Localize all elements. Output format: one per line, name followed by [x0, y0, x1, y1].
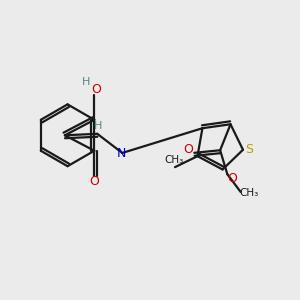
Text: O: O — [184, 143, 194, 156]
Text: CH₃: CH₃ — [165, 155, 184, 165]
Text: O: O — [228, 172, 238, 185]
Text: N: N — [117, 147, 126, 160]
Text: S: S — [245, 143, 253, 156]
Text: CH₃: CH₃ — [240, 188, 259, 198]
Text: H: H — [82, 77, 90, 87]
Text: H: H — [94, 121, 102, 130]
Text: O: O — [89, 175, 99, 188]
Text: O: O — [91, 83, 101, 96]
